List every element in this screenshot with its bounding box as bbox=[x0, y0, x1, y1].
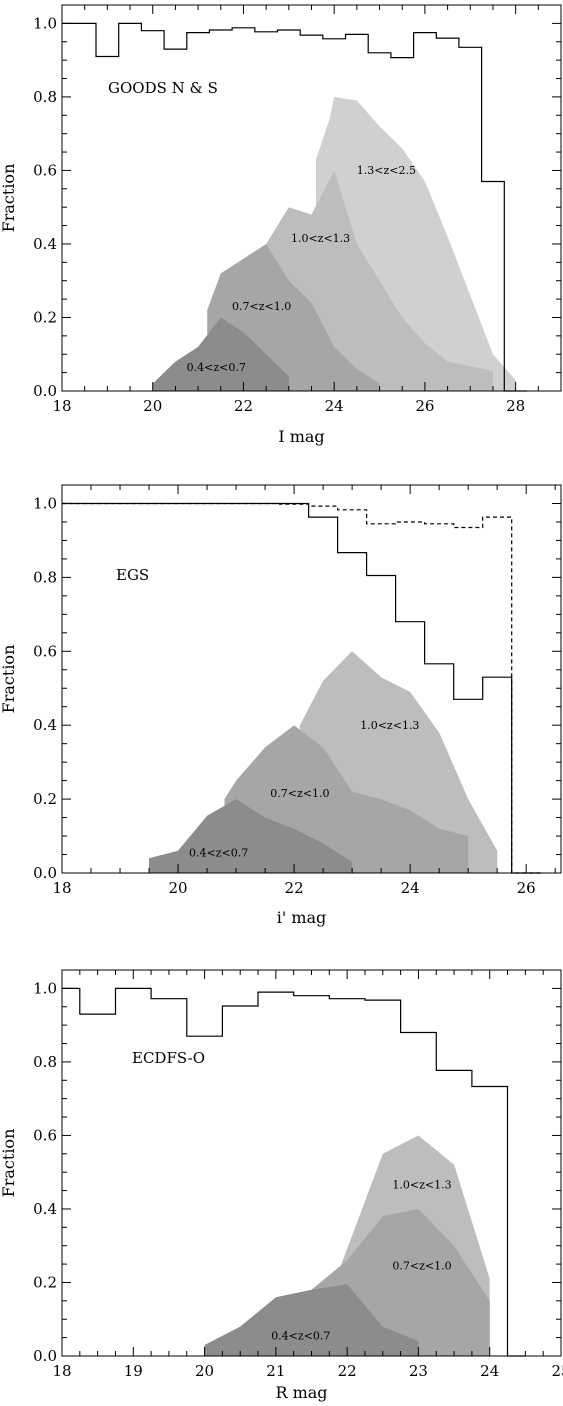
x-tick-label: 24 bbox=[401, 879, 420, 897]
x-tick-label: 26 bbox=[415, 397, 434, 415]
y-tick-label: 0.2 bbox=[33, 790, 57, 808]
x-tick-label: 19 bbox=[124, 1362, 143, 1380]
y-tick-label: 0.2 bbox=[33, 308, 57, 326]
y-tick-label: 0.0 bbox=[33, 1347, 57, 1365]
panel-egs-label: EGS bbox=[116, 566, 149, 584]
x-tick-label: 28 bbox=[506, 397, 525, 415]
panel-goods-label: GOODS N & S bbox=[108, 79, 218, 97]
x-tick-label: 25 bbox=[551, 1362, 563, 1380]
panel-ecdfs-region-labels: 1.0<z<1.3 0.7<z<1.0 0.4<z<0.7 bbox=[271, 1179, 451, 1343]
panel-goods-tick-labels: 18 20 22 24 26 28 0.0 0.2 0.4 0.6 0.8 1.0 bbox=[33, 14, 525, 415]
panel-ecdfs-ticks bbox=[61, 969, 562, 1357]
region-label: 0.7<z<1.0 bbox=[392, 1260, 451, 1273]
y-tick-label: 1.0 bbox=[33, 979, 57, 997]
panel-ecdfs-tick-labels: 18 19 20 21 22 23 24 25 0.0 0.2 0.4 0.6 0.8 1.0 bbox=[33, 979, 563, 1380]
x-tick-label: 20 bbox=[168, 879, 187, 897]
region-0-4-z-0-7 bbox=[149, 799, 353, 873]
panel-ecdfs-completeness-lines bbox=[62, 987, 526, 1357]
region-label: 0.7<z<1.0 bbox=[270, 787, 329, 800]
completeness-line-solid bbox=[62, 987, 526, 1357]
panel-egs-completeness-lines bbox=[62, 502, 541, 874]
panel-ecdfs: 18 19 20 21 22 23 24 25 0.0 0.2 0.4 0.6 0.8 1.0 1.0<z… bbox=[0, 969, 563, 1402]
x-tick-label: 24 bbox=[480, 1362, 499, 1380]
panel-egs-xlabel: i' mag bbox=[277, 908, 327, 927]
panel-goods-regions bbox=[152, 96, 516, 392]
y-tick-label: 0.4 bbox=[33, 235, 57, 253]
x-tick-label: 20 bbox=[195, 1362, 214, 1380]
panel-goods-ylabel: Fraction bbox=[0, 164, 18, 233]
panel-ecdfs-ylabel: Fraction bbox=[0, 1129, 18, 1198]
panel-egs-ticks bbox=[61, 484, 561, 874]
x-tick-label: 26 bbox=[517, 879, 536, 897]
y-tick-label: 1.0 bbox=[33, 494, 57, 512]
x-tick-label: 18 bbox=[52, 1362, 71, 1380]
panel-goods: 18 20 22 24 26 28 0.0 0.2 0.4 0.6 0.8 1.0 1.3<z<2.5… bbox=[0, 4, 562, 446]
region-label: 1.3<z<2.5 bbox=[357, 164, 416, 177]
y-tick-label: 0.6 bbox=[33, 161, 57, 179]
completeness-line-solid bbox=[62, 22, 527, 392]
y-tick-label: 0.8 bbox=[33, 88, 57, 106]
y-tick-label: 0.0 bbox=[33, 382, 57, 400]
panel-goods-completeness-lines bbox=[62, 22, 527, 392]
panel-goods-xlabel: I mag bbox=[278, 427, 324, 446]
panel-egs: 18 20 22 24 26 0.0 0.2 0.4 0.6 0.8 1.0 1.0<z<1.3 0.… bbox=[0, 484, 562, 927]
panel-ecdfs-xlabel: R mag bbox=[275, 1383, 327, 1402]
y-tick-label: 0.4 bbox=[33, 716, 57, 734]
y-tick-label: 0.6 bbox=[33, 642, 57, 660]
panel-goods-region-labels: 1.3<z<2.5 1.0<z<1.3 0.7<z<1.0 0.4<z<0.7 bbox=[187, 164, 416, 374]
panel-ecdfs-regions bbox=[204, 1135, 490, 1356]
x-tick-label: 21 bbox=[266, 1362, 285, 1380]
y-tick-label: 0.2 bbox=[33, 1273, 57, 1291]
region-0-4-z-0-7 bbox=[152, 317, 289, 391]
completeness-line-solid bbox=[62, 502, 541, 874]
panel-egs-region-labels: 1.0<z<1.3 0.7<z<1.0 0.4<z<0.7 bbox=[189, 719, 419, 859]
y-tick-label: 0.8 bbox=[33, 568, 57, 586]
region-label: 1.0<z<1.3 bbox=[392, 1179, 451, 1192]
x-tick-label: 23 bbox=[409, 1362, 428, 1380]
region-label: 0.4<z<0.7 bbox=[189, 846, 248, 859]
x-tick-label: 20 bbox=[143, 397, 162, 415]
completeness-line-dashed bbox=[62, 502, 541, 874]
y-tick-label: 0.0 bbox=[33, 864, 57, 882]
panel-egs-ylabel: Fraction bbox=[0, 645, 18, 714]
x-tick-label: 18 bbox=[52, 397, 71, 415]
region-label: 0.7<z<1.0 bbox=[232, 300, 291, 313]
region-label: 0.4<z<0.7 bbox=[187, 361, 246, 374]
region-label: 0.4<z<0.7 bbox=[271, 1329, 330, 1342]
panel-goods-ticks bbox=[61, 4, 562, 392]
panel-egs-regions bbox=[149, 651, 498, 873]
x-tick-label: 22 bbox=[285, 879, 304, 897]
region-0-4-z-0-7 bbox=[204, 1284, 419, 1356]
x-tick-label: 24 bbox=[325, 397, 344, 415]
panel-egs-tick-labels: 18 20 22 24 26 0.0 0.2 0.4 0.6 0.8 1.0 bbox=[33, 494, 536, 897]
x-tick-label: 22 bbox=[234, 397, 253, 415]
panel-egs-frame bbox=[61, 484, 562, 874]
y-tick-label: 1.0 bbox=[33, 14, 57, 32]
y-tick-label: 0.6 bbox=[33, 1126, 57, 1144]
region-label: 1.0<z<1.3 bbox=[360, 719, 419, 732]
x-tick-label: 22 bbox=[338, 1362, 357, 1380]
panel-ecdfs-label: ECDFS-O bbox=[132, 1049, 205, 1067]
y-tick-label: 0.8 bbox=[33, 1053, 57, 1071]
x-tick-label: 18 bbox=[52, 879, 71, 897]
region-label: 1.0<z<1.3 bbox=[291, 232, 350, 245]
y-tick-label: 0.4 bbox=[33, 1200, 57, 1218]
